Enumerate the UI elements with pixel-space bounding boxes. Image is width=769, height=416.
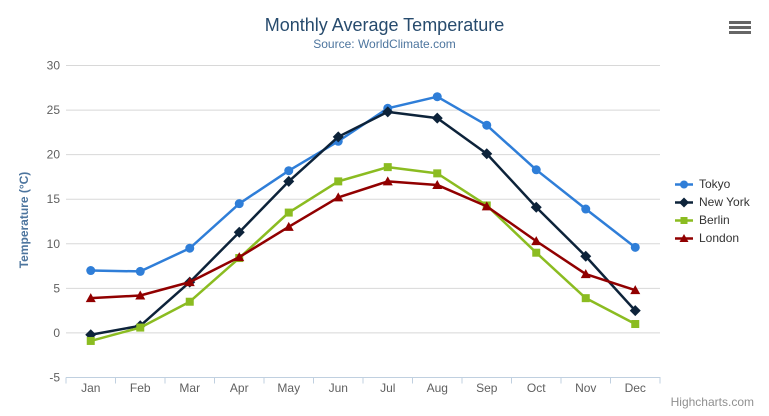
legend-symbol-marker[interactable] — [679, 197, 689, 207]
x-axis-label: Aug — [427, 381, 448, 395]
legend-item-new-york[interactable]: New York — [674, 193, 750, 211]
series-line-london[interactable] — [89, 180, 637, 300]
data-point-tokyo[interactable] — [86, 266, 96, 276]
data-point-tokyo[interactable] — [284, 166, 294, 176]
legend-label: London — [699, 231, 740, 245]
data-point-berlin[interactable] — [383, 163, 392, 172]
x-axis-label: Jan — [81, 381, 100, 395]
y-axis-label: 30 — [47, 59, 61, 73]
highcharts-credit-link[interactable]: Highcharts.com — [670, 395, 754, 409]
data-point-berlin[interactable] — [185, 297, 194, 306]
legend-label: Berlin — [699, 213, 730, 227]
chart-menu-button[interactable] — [727, 16, 753, 39]
legend-symbol-marker[interactable] — [679, 233, 689, 242]
data-point-london[interactable] — [432, 179, 443, 189]
data-point-new-york[interactable] — [431, 112, 443, 124]
chart-title: Monthly Average Temperature — [264, 15, 505, 35]
data-point-new-york[interactable] — [283, 175, 295, 187]
y-axis-label: 5 — [53, 281, 60, 295]
x-axis-label: Feb — [130, 381, 151, 395]
data-point-london[interactable] — [85, 293, 96, 303]
data-point-new-york[interactable] — [332, 131, 344, 143]
x-axis-label: Nov — [575, 381, 596, 395]
x-axis-label: Jul — [380, 381, 395, 395]
data-point-london[interactable] — [283, 221, 294, 231]
x-axis-label: Oct — [527, 381, 546, 395]
legend-label: Tokyo — [699, 177, 731, 191]
legend-symbol-marker[interactable] — [680, 216, 688, 224]
legend-symbol-triangle-icon — [675, 233, 693, 242]
data-point-berlin[interactable] — [631, 320, 640, 329]
y-axis-label: 15 — [47, 192, 61, 206]
y-axis-label: 10 — [47, 237, 61, 251]
legend: Tokyo New York Berlin London — [674, 175, 750, 247]
data-point-london[interactable] — [135, 290, 146, 300]
data-point-new-york[interactable] — [629, 305, 641, 317]
chart-subtitle: Source: WorldClimate.com — [313, 37, 456, 51]
legend-item-berlin[interactable]: Berlin — [674, 211, 750, 229]
legend-item-london[interactable]: London — [674, 229, 750, 247]
legend-symbol-circle-icon — [675, 180, 693, 188]
x-axis-label: May — [277, 381, 300, 395]
y-axis-title: Temperature (°C) — [17, 171, 31, 269]
data-point-tokyo[interactable] — [135, 266, 145, 276]
legend-symbol-marker[interactable] — [680, 180, 688, 188]
y-axis-label: -5 — [49, 371, 60, 385]
data-point-tokyo[interactable] — [531, 165, 541, 175]
data-point-london[interactable] — [382, 176, 393, 186]
data-point-london[interactable] — [234, 252, 245, 262]
data-point-london[interactable] — [630, 285, 641, 295]
series-line-tokyo[interactable] — [89, 95, 637, 273]
y-axis-label: 0 — [53, 326, 60, 340]
data-point-london[interactable] — [184, 277, 195, 287]
data-point-london[interactable] — [580, 269, 591, 279]
data-point-new-york[interactable] — [382, 106, 394, 118]
data-point-tokyo[interactable] — [630, 242, 640, 252]
data-point-berlin[interactable] — [433, 169, 442, 178]
legend-symbol-square-icon — [675, 216, 693, 224]
x-axis-label: Mar — [179, 381, 200, 395]
data-point-new-york[interactable] — [233, 226, 245, 238]
legend-symbol-diamond-icon — [675, 197, 693, 207]
data-point-berlin[interactable] — [136, 323, 145, 332]
data-point-new-york[interactable] — [580, 250, 592, 262]
data-point-tokyo[interactable] — [185, 243, 195, 253]
data-point-tokyo[interactable] — [482, 120, 492, 130]
data-point-berlin[interactable] — [532, 248, 541, 257]
legend-label: New York — [699, 195, 750, 209]
data-point-london[interactable] — [333, 192, 344, 202]
data-point-berlin[interactable] — [581, 294, 590, 303]
data-point-new-york[interactable] — [481, 148, 493, 160]
legend-item-tokyo[interactable]: Tokyo — [674, 175, 750, 193]
data-point-london[interactable] — [481, 201, 492, 211]
y-axis-label: 25 — [47, 103, 61, 117]
x-axis-label: Sep — [476, 381, 498, 395]
series-line-new-york[interactable] — [89, 110, 637, 336]
x-axis-label: Dec — [625, 381, 646, 395]
data-point-london[interactable] — [531, 236, 542, 246]
series-tokyo[interactable] — [86, 92, 640, 276]
y-axis-label: 20 — [47, 148, 61, 162]
x-axis-label: Jun — [329, 381, 348, 395]
data-point-tokyo[interactable] — [581, 204, 591, 214]
x-axis-label: Apr — [230, 381, 249, 395]
series-london[interactable] — [85, 176, 641, 303]
data-point-berlin[interactable] — [334, 177, 343, 186]
series-line-berlin[interactable] — [89, 165, 637, 343]
data-point-new-york[interactable] — [530, 201, 542, 213]
series-new-york[interactable] — [85, 106, 641, 341]
data-point-berlin[interactable] — [284, 208, 293, 217]
data-point-tokyo[interactable] — [234, 199, 244, 209]
data-point-berlin[interactable] — [86, 336, 95, 345]
hamburger-icon — [729, 21, 751, 34]
data-point-tokyo[interactable] — [432, 92, 442, 102]
